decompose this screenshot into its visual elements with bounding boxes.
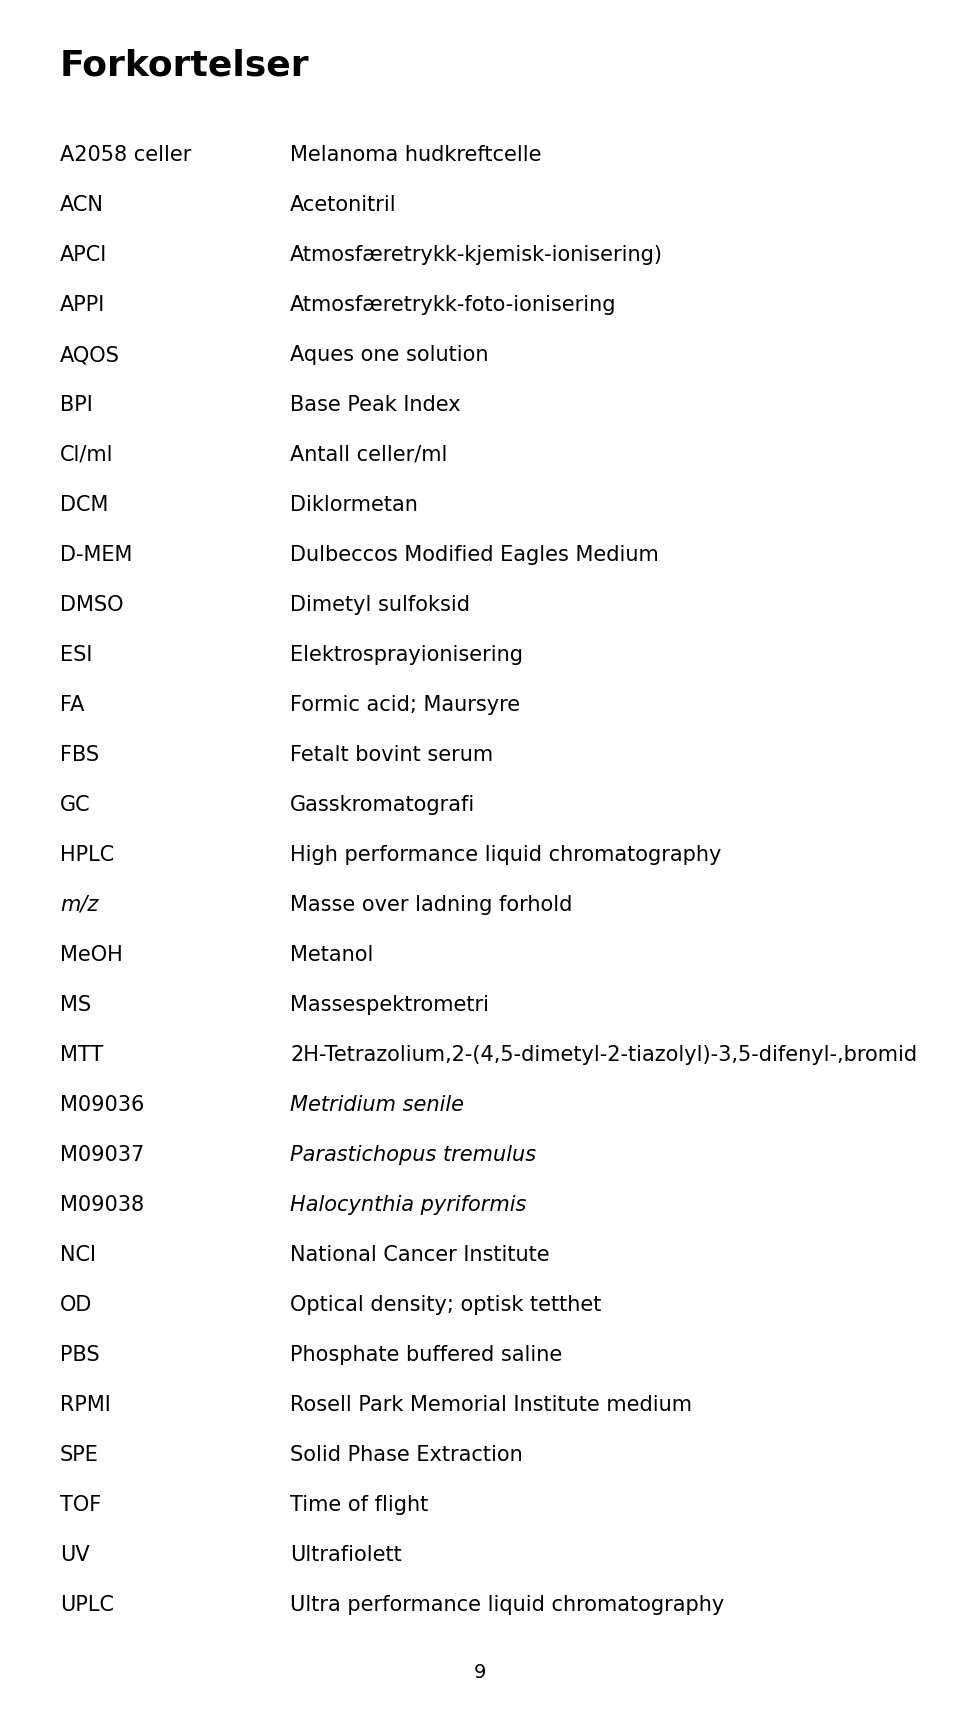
Text: BPI: BPI [60,395,93,415]
Text: NCI: NCI [60,1244,96,1265]
Text: DCM: DCM [60,496,108,514]
Text: Dulbeccos Modified Eagles Medium: Dulbeccos Modified Eagles Medium [290,545,659,566]
Text: Metridium senile: Metridium senile [290,1095,464,1114]
Text: RPMI: RPMI [60,1395,110,1415]
Text: Aques one solution: Aques one solution [290,345,489,366]
Text: AQOS: AQOS [60,345,120,366]
Text: Diklormetan: Diklormetan [290,496,418,514]
Text: Dimetyl sulfoksid: Dimetyl sulfoksid [290,595,470,615]
Text: Time of flight: Time of flight [290,1495,428,1514]
Text: m/z: m/z [60,896,98,914]
Text: M09038: M09038 [60,1195,144,1215]
Text: Formic acid; Maursyre: Formic acid; Maursyre [290,696,520,714]
Text: Ultra performance liquid chromatography: Ultra performance liquid chromatography [290,1594,724,1615]
Text: Atmosfæretrykk-kjemisk-ionisering): Atmosfæretrykk-kjemisk-ionisering) [290,244,663,265]
Text: OD: OD [60,1295,92,1314]
Text: Phosphate buffered saline: Phosphate buffered saline [290,1345,563,1365]
Text: Solid Phase Extraction: Solid Phase Extraction [290,1446,523,1465]
Text: Melanoma hudkreftcelle: Melanoma hudkreftcelle [290,145,541,166]
Text: Antall celler/ml: Antall celler/ml [290,444,447,465]
Text: Base Peak Index: Base Peak Index [290,395,461,415]
Text: SPE: SPE [60,1446,99,1465]
Text: ESI: ESI [60,644,92,665]
Text: APCI: APCI [60,244,108,265]
Text: A2058 celler: A2058 celler [60,145,191,166]
Text: Forkortelser: Forkortelser [60,48,310,82]
Text: GC: GC [60,795,90,815]
Text: Gasskromatografi: Gasskromatografi [290,795,475,815]
Text: ACN: ACN [60,195,104,215]
Text: 9: 9 [474,1663,486,1682]
Text: D-MEM: D-MEM [60,545,132,566]
Text: Atmosfæretrykk-foto-ionisering: Atmosfæretrykk-foto-ionisering [290,296,616,314]
Text: High performance liquid chromatography: High performance liquid chromatography [290,844,721,865]
Text: Metanol: Metanol [290,945,373,966]
Text: Halocynthia pyriformis: Halocynthia pyriformis [290,1195,526,1215]
Text: 2H-Tetrazolium,2-(4,5-dimetyl-2-tiazolyl)-3,5-difenyl-,bromid: 2H-Tetrazolium,2-(4,5-dimetyl-2-tiazolyl… [290,1044,917,1065]
Text: PBS: PBS [60,1345,100,1365]
Text: Acetonitril: Acetonitril [290,195,396,215]
Text: M09036: M09036 [60,1095,144,1114]
Text: Cl/ml: Cl/ml [60,444,113,465]
Text: FA: FA [60,696,84,714]
Text: Optical density; optisk tetthet: Optical density; optisk tetthet [290,1295,601,1314]
Text: Masse over ladning forhold: Masse over ladning forhold [290,896,572,914]
Text: National Cancer Institute: National Cancer Institute [290,1244,550,1265]
Text: Elektrosprayionisering: Elektrosprayionisering [290,644,523,665]
Text: HPLC: HPLC [60,844,114,865]
Text: DMSO: DMSO [60,595,124,615]
Text: Massespektrometri: Massespektrometri [290,995,489,1015]
Text: M09037: M09037 [60,1145,144,1166]
Text: FBS: FBS [60,745,99,766]
Text: Fetalt bovint serum: Fetalt bovint serum [290,745,493,766]
Text: Ultrafiolett: Ultrafiolett [290,1545,401,1565]
Text: UPLC: UPLC [60,1594,114,1615]
Text: TOF: TOF [60,1495,101,1514]
Text: UV: UV [60,1545,89,1565]
Text: MeOH: MeOH [60,945,123,966]
Text: Rosell Park Memorial Institute medium: Rosell Park Memorial Institute medium [290,1395,692,1415]
Text: MS: MS [60,995,91,1015]
Text: Parastichopus tremulus: Parastichopus tremulus [290,1145,536,1166]
Text: APPI: APPI [60,296,106,314]
Text: MTT: MTT [60,1044,104,1065]
